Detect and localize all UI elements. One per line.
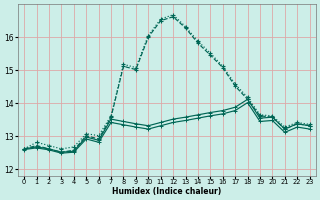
X-axis label: Humidex (Indice chaleur): Humidex (Indice chaleur) (112, 187, 221, 196)
